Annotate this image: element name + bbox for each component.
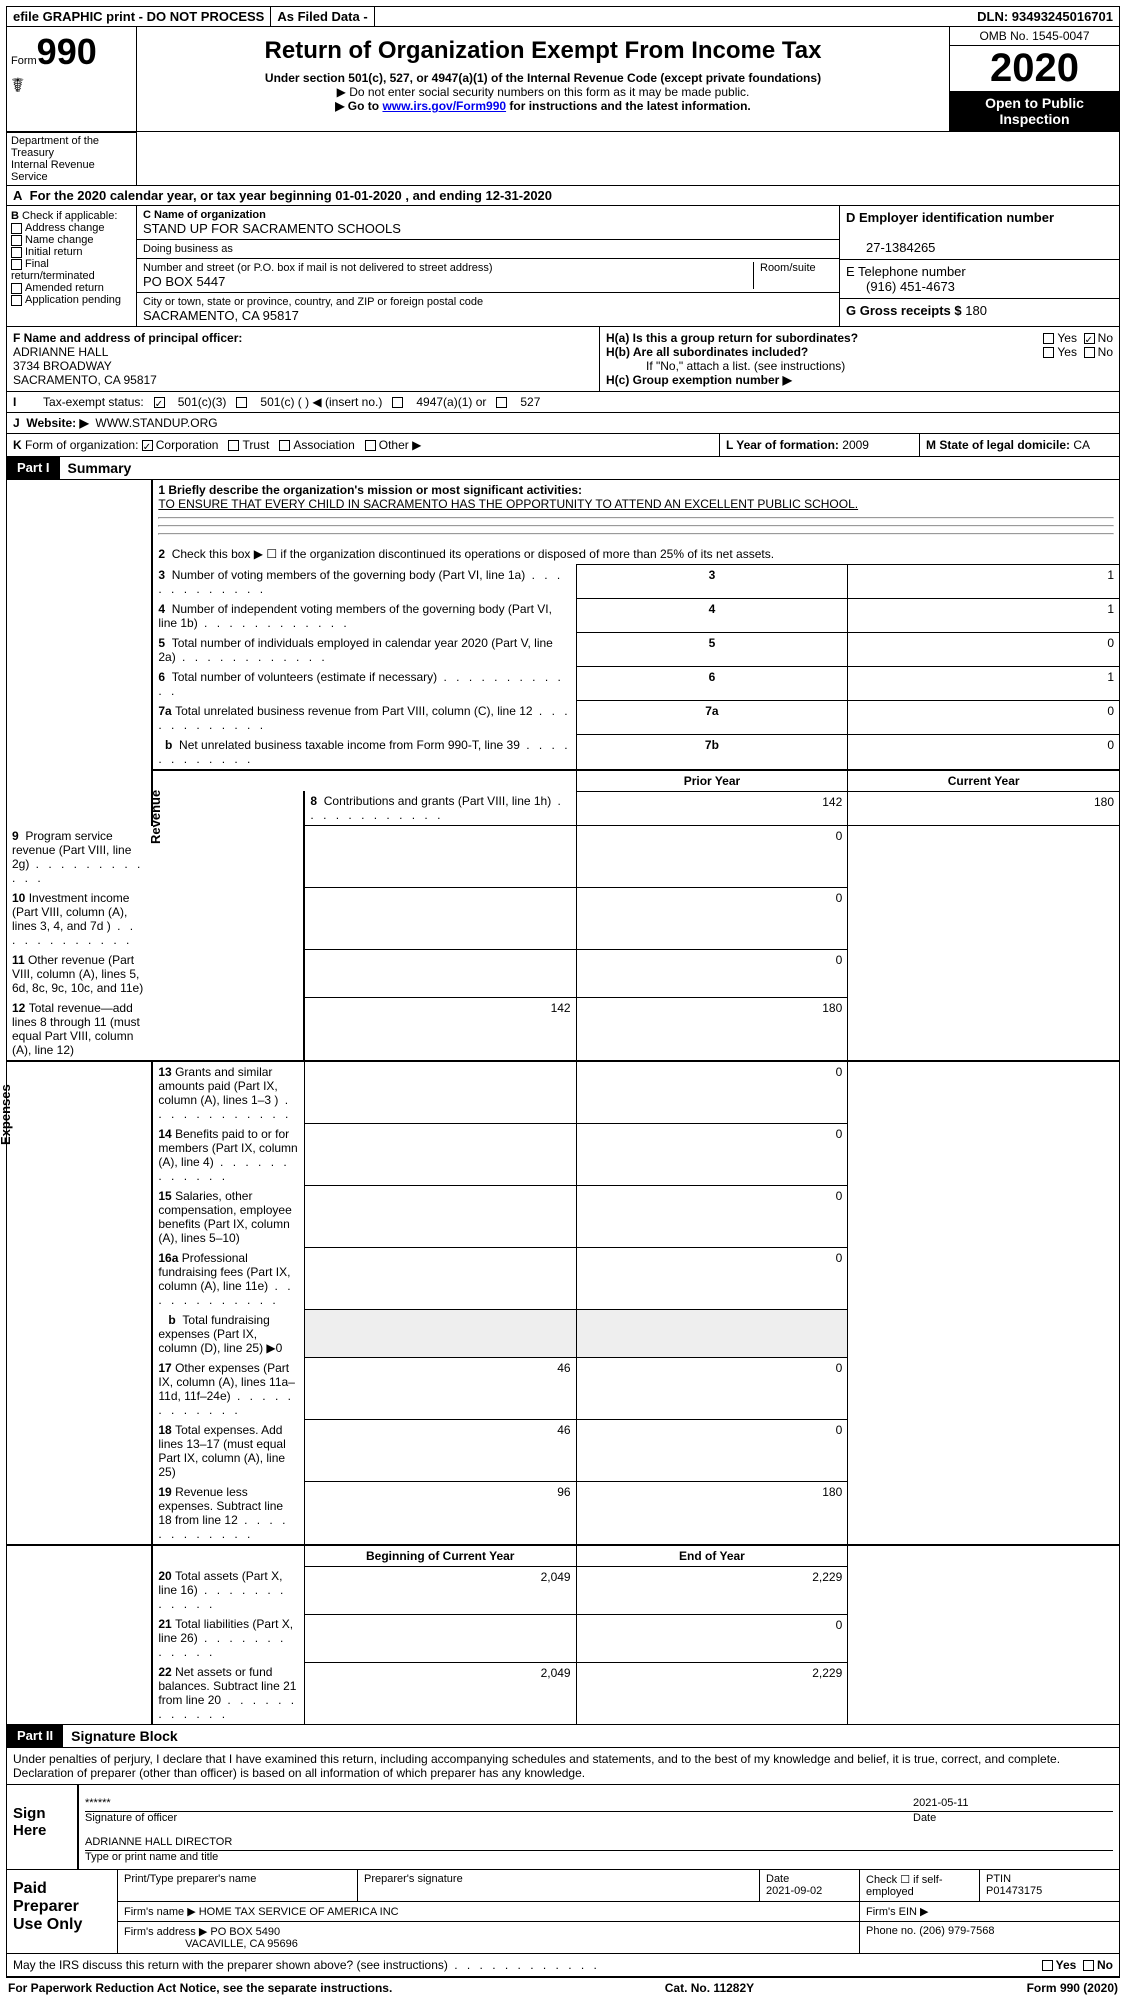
as-filed: As Filed Data - [271, 7, 374, 26]
subtitle-1: Under section 501(c), 527, or 4947(a)(1)… [145, 71, 941, 85]
dept-treasury: Department of the Treasury [11, 135, 132, 159]
section-l: L Year of formation: 2009 [719, 434, 919, 456]
omb-number: OMB No. 1545-0047 [950, 27, 1119, 46]
section-f: F Name and address of principal officer:… [7, 327, 599, 391]
subtitle-3: ▶ Go to www.irs.gov/Form990 for instruct… [145, 99, 941, 113]
open-to-public: Open to Public Inspection [950, 91, 1119, 131]
section-m: M State of legal domicile: CA [919, 434, 1119, 456]
section-j: J Website: ▶ WWW.STANDUP.ORG [7, 413, 1119, 433]
form-title: Return of Organization Exempt From Incom… [145, 37, 941, 65]
tax-year: 2020 [950, 46, 1119, 91]
top-bar: efile GRAPHIC print - DO NOT PROCESS As … [6, 6, 1120, 27]
subtitle-2: ▶ Do not enter social security numbers o… [145, 85, 941, 99]
dln: DLN: 93493245016701 [971, 7, 1119, 26]
website: WWW.STANDUP.ORG [95, 416, 217, 430]
street-address: PO BOX 5447 [143, 274, 225, 289]
form-id-box: Form990 ☤ [7, 27, 137, 131]
gross-receipts: 180 [965, 303, 987, 318]
city-state-zip: SACRAMENTO, CA 95817 [143, 308, 299, 323]
part-ii-tab: Part II [7, 1725, 63, 1747]
part-i-tab: Part I [7, 457, 60, 479]
section-a: A For the 2020 calendar year, or tax yea… [7, 185, 1119, 205]
signature-block: Under penalties of perjury, I declare th… [6, 1748, 1120, 1977]
part-i-title: Summary [60, 457, 140, 479]
summary-table: Activities & Governance 1 Briefly descri… [6, 480, 1120, 1725]
section-b: B Check if applicable: Address change Na… [7, 206, 137, 326]
phone: (916) 451-4673 [846, 279, 955, 294]
efile-notice: efile GRAPHIC print - DO NOT PROCESS [7, 7, 271, 26]
perjury-statement: Under penalties of perjury, I declare th… [7, 1748, 1119, 1784]
section-h: H(a) Is this a group return for subordin… [599, 327, 1119, 391]
ein: 27-1384265 [846, 240, 935, 255]
footer: For Paperwork Reduction Act Notice, see … [6, 1977, 1120, 1998]
part-ii-title: Signature Block [63, 1725, 186, 1747]
section-k: K Form of organization: Corporation Trus… [7, 434, 719, 456]
irs-link[interactable]: www.irs.gov/Form990 [382, 99, 506, 113]
section-i: I Tax-exempt status: 501(c)(3) 501(c) ( … [7, 391, 1119, 412]
irs-label: Internal Revenue Service [11, 159, 132, 183]
org-name: STAND UP FOR SACRAMENTO SCHOOLS [143, 221, 401, 236]
mission-text: TO ENSURE THAT EVERY CHILD IN SACRAMENTO… [158, 497, 858, 511]
